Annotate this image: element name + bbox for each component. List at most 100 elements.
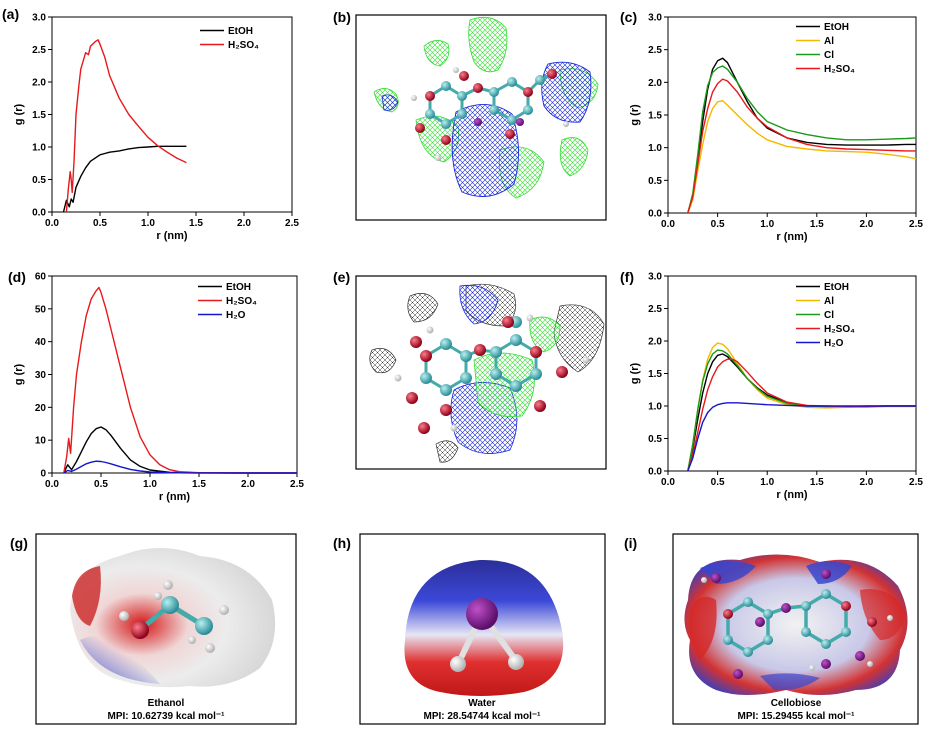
y-tick-label: 1.5 xyxy=(648,111,662,122)
legend-label-1: EtOH xyxy=(824,282,849,293)
x-tick-label: 0.0 xyxy=(45,218,59,229)
series-line-4 xyxy=(687,358,916,472)
x-tick-label: 2.0 xyxy=(859,219,873,230)
water-mpi: MPI: 28.54744 kcal mol⁻¹ xyxy=(423,711,541,722)
y-tick-label: 0.0 xyxy=(648,209,662,220)
cellobiose-mpi: MPI: 15.29455 kcal mol⁻¹ xyxy=(737,711,855,722)
x-tick-label: 2.5 xyxy=(909,477,923,488)
x-tick-label: 1.5 xyxy=(810,219,824,230)
panel-label-i: (i) xyxy=(624,535,637,551)
y-tick-label: 1.5 xyxy=(648,369,662,380)
esp-image-cellobiose: Cellobiose MPI: 15.29455 kcal mol⁻¹ xyxy=(672,533,919,725)
panel-label-d: (d) xyxy=(8,269,26,285)
series-line-3 xyxy=(63,460,297,474)
legend-label-4: H₂SO₄ xyxy=(824,324,855,335)
y-tick-label: 3.0 xyxy=(648,272,662,283)
x-tick-label: 2.0 xyxy=(241,479,255,490)
series-line-2 xyxy=(63,286,297,474)
panel-label-h: (h) xyxy=(333,535,351,551)
y-tick-label: 2.5 xyxy=(648,45,662,56)
legend-label-2: Al xyxy=(824,296,834,307)
y-tick-label: 0.5 xyxy=(648,176,662,187)
y-tick-label: 20 xyxy=(35,403,47,414)
x-tick-label: 0.5 xyxy=(93,218,107,229)
series-line-2 xyxy=(687,99,917,214)
legend-label-2: H₂SO₄ xyxy=(228,40,259,51)
legend-label-1: EtOH xyxy=(226,282,251,293)
y-tick-label: 1.5 xyxy=(32,110,46,121)
sdf-image-b xyxy=(355,14,607,221)
y-tick-label: 2.0 xyxy=(648,337,662,348)
y-tick-label: 2.5 xyxy=(32,45,46,56)
y-axis-label: g (r) xyxy=(629,104,641,126)
panel-label-g: (g) xyxy=(10,535,28,551)
water-name: Water xyxy=(468,698,496,709)
y-tick-label: 2.0 xyxy=(648,78,662,89)
series-line-4 xyxy=(687,78,916,214)
y-tick-label: 1.0 xyxy=(648,402,662,413)
series-line-3 xyxy=(687,349,916,472)
y-tick-label: 60 xyxy=(35,272,47,283)
x-tick-label: 2.0 xyxy=(237,218,251,229)
rdf-chart-d: 0.0 0.5 1.0 1.5 2.0 2.5 0 10 20 30 40 50 60 r (nm) g (… xyxy=(13,272,304,504)
x-tick-label: 0.0 xyxy=(661,477,675,488)
legend-label-4: H₂SO₄ xyxy=(824,64,855,75)
x-tick-label: 1.5 xyxy=(810,477,824,488)
series-line-5 xyxy=(687,402,916,472)
x-tick-label: 2.0 xyxy=(859,477,873,488)
y-tick-label: 2.0 xyxy=(32,78,46,89)
x-tick-label: 1.0 xyxy=(143,479,157,490)
panel-label-f: (f) xyxy=(620,269,634,285)
rdf-chart-a: 0.0 0.5 1.0 1.5 2.0 2.5 0.0 0.5 1.0 1.5 2.0 2.5 3.0 r… xyxy=(13,13,299,243)
legend-label-1: EtOH xyxy=(228,26,253,37)
x-tick-label: 2.5 xyxy=(285,218,299,229)
ethanol-name: Ethanol xyxy=(148,698,185,709)
legend-label-5: H₂O xyxy=(824,338,844,349)
x-axis-label: r (nm) xyxy=(156,230,188,242)
x-tick-label: 0.5 xyxy=(711,219,725,230)
x-tick-label: 0.5 xyxy=(94,479,108,490)
x-axis-label: r (nm) xyxy=(776,489,808,501)
y-axis-label: g (r) xyxy=(13,363,25,385)
x-tick-label: 1.5 xyxy=(192,479,206,490)
series-line-2 xyxy=(65,39,187,213)
x-tick-label: 1.0 xyxy=(141,218,155,229)
y-tick-label: 40 xyxy=(35,337,47,348)
x-tick-label: 2.5 xyxy=(909,219,923,230)
x-tick-label: 1.0 xyxy=(760,219,774,230)
x-tick-label: 1.0 xyxy=(760,477,774,488)
y-tick-label: 10 xyxy=(35,436,47,447)
x-tick-label: 0.5 xyxy=(711,477,725,488)
rdf-chart-f: 0.0 0.5 1.0 1.5 2.0 2.5 0.0 0.5 1.0 1.5 2.0 2.5 3.0 r… xyxy=(629,272,923,502)
x-axis-label: r (nm) xyxy=(776,231,808,243)
y-tick-label: 2.5 xyxy=(648,304,662,315)
esp-image-water: Water MPI: 28.54744 kcal mol⁻¹ xyxy=(359,533,606,725)
panel-label-a: (a) xyxy=(2,6,19,22)
series-line-1 xyxy=(63,426,297,474)
legend-label-3: H₂O xyxy=(226,310,246,321)
legend-label-1: EtOH xyxy=(824,22,849,33)
legend-label-3: Cl xyxy=(824,50,834,61)
y-tick-label: 0.0 xyxy=(32,208,46,219)
plot-frame xyxy=(667,16,917,214)
esp-image-ethanol: Ethanol MPI: 10.62739 kcal mol⁻¹ xyxy=(35,533,297,725)
y-tick-label: 0.5 xyxy=(648,434,662,445)
y-tick-label: 1.0 xyxy=(32,143,46,154)
panel-label-b: (b) xyxy=(333,9,351,25)
x-tick-label: 0.0 xyxy=(661,219,675,230)
x-tick-label: 0.0 xyxy=(45,479,59,490)
y-axis-label: g (r) xyxy=(13,103,25,125)
y-tick-label: 1.0 xyxy=(648,143,662,154)
y-tick-label: 30 xyxy=(35,370,47,381)
y-tick-label: 3.0 xyxy=(32,13,46,24)
cellobiose-name: Cellobiose xyxy=(771,698,822,709)
x-tick-label: 1.5 xyxy=(189,218,203,229)
rdf-chart-c: 0.0 0.5 1.0 1.5 2.0 2.5 0.0 0.5 1.0 1.5 2.0 2.5 3.0 r… xyxy=(629,13,923,244)
y-axis-label: g (r) xyxy=(629,362,641,384)
y-tick-label: 0.5 xyxy=(32,175,46,186)
y-tick-label: 50 xyxy=(35,304,47,315)
panel-label-e: (e) xyxy=(333,269,350,285)
y-tick-label: 0.0 xyxy=(648,467,662,478)
x-axis-label: r (nm) xyxy=(159,491,191,503)
